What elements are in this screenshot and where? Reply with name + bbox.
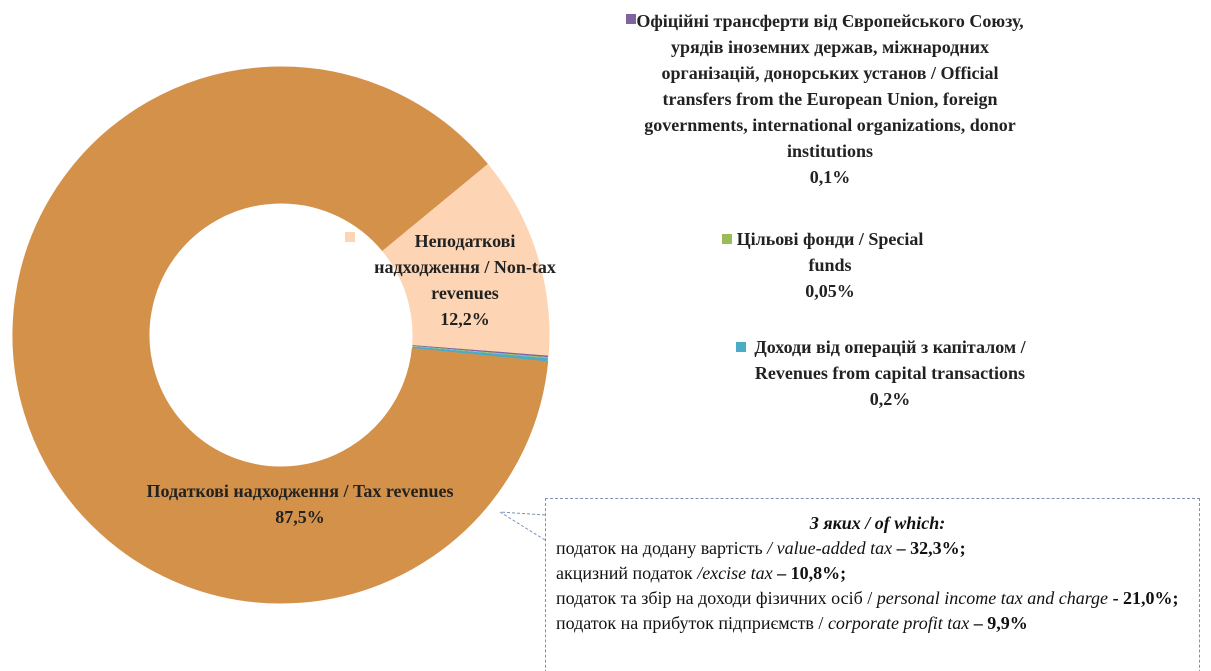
legend-marker (722, 234, 732, 244)
item-share: - 21,0%; (1112, 588, 1179, 608)
annotation-item: податок та збір на доходи фізичних осіб … (556, 586, 1199, 611)
data-label: Неподаткові надходження / Non-tax revenu… (370, 228, 560, 332)
value-label: 0,05% (805, 281, 855, 301)
category-label: Офіційні трансферти від Європейського Со… (636, 11, 1024, 161)
data-label: Цільові фонди / Special funds 0,05% (730, 226, 930, 304)
data-label: Податкові надходження / Tax revenues 87,5… (130, 478, 470, 530)
item-share: – 9,9% (973, 613, 1028, 633)
category-label: Неподаткові надходження / Non-tax revenu… (374, 231, 556, 303)
item-share: – 10,8%; (777, 563, 847, 583)
legend-marker (345, 232, 355, 242)
item-en: personal income tax and charge (876, 588, 1109, 608)
value-label: 0,2% (869, 389, 911, 409)
category-label: Цільові фонди / Special funds (736, 229, 924, 275)
slice (412, 345, 549, 359)
annotation-item: податок на додану вартість / value-added… (556, 536, 1199, 561)
item-en: / value-added tax (767, 538, 893, 558)
legend-marker (626, 14, 636, 24)
annotation: З яких / of which: податок на додану вар… (545, 498, 1200, 671)
category-label: Податкові надходження / Tax revenues (146, 481, 454, 501)
slice (12, 66, 549, 604)
slice (412, 345, 549, 358)
value-label: 87,5% (275, 507, 325, 527)
data-label: Офіційні трансферти від Європейського Со… (630, 8, 1030, 190)
data-label: Доходи від операцій з капіталом / Revenu… (745, 334, 1035, 412)
item-share: – 32,3%; (896, 538, 966, 558)
item-text: податок на додану вартість (556, 538, 763, 558)
slice (382, 163, 550, 357)
annotation-item: податок на прибуток підприємств / corpor… (556, 611, 1199, 636)
legend-marker (736, 342, 746, 352)
value-label: 12,2% (440, 309, 490, 329)
annotation-title: З яких / of which: (809, 513, 946, 533)
callout-pointer (499, 511, 546, 541)
item-text: податок на прибуток підприємств / (556, 613, 824, 633)
item-text: податок та збір на доходи фізичних осіб … (556, 588, 873, 608)
slice (412, 346, 549, 362)
item-en: /excise tax (697, 563, 773, 583)
annotation-item: акцизний податок /excise tax – 10,8%; (556, 561, 1199, 586)
category-label: Доходи від операцій з капіталом / Revenu… (754, 337, 1026, 383)
value-label: 0,1% (809, 167, 851, 187)
item-text: акцизний податок (556, 563, 693, 583)
item-en: corporate profit tax (827, 613, 970, 633)
